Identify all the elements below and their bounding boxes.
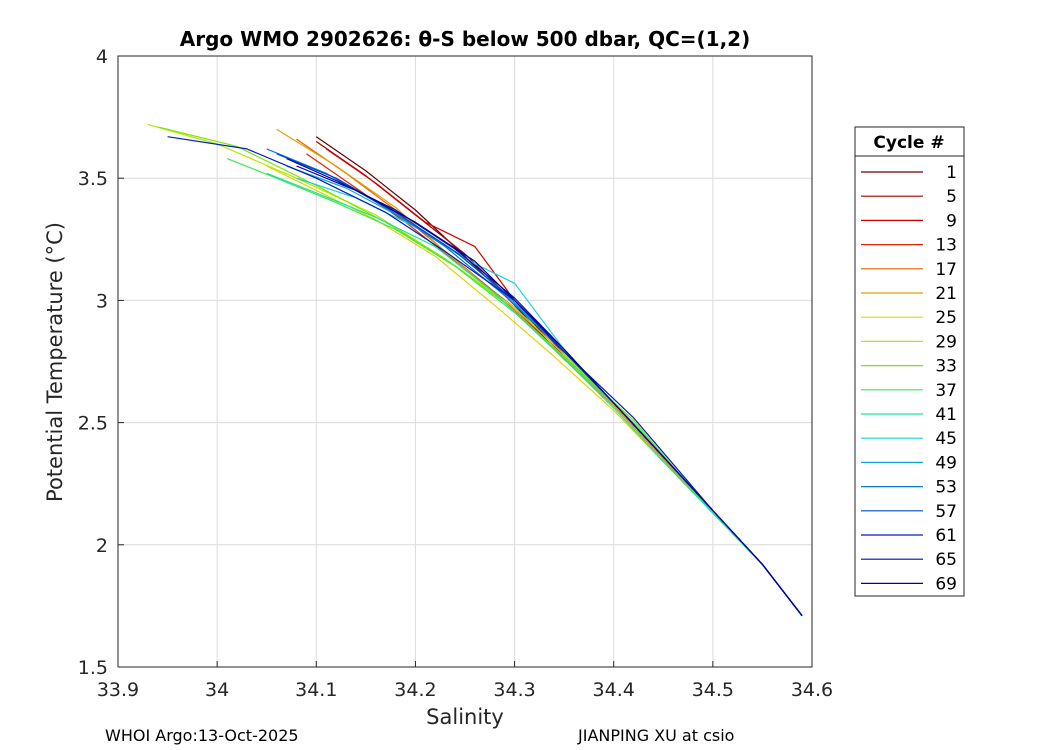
legend-label: 33	[935, 357, 957, 377]
footer-credit: JIANPING XU at csio	[578, 726, 735, 745]
x-tick-label: 34.4	[593, 679, 635, 701]
legend-label: 45	[935, 429, 957, 449]
legend-label: 53	[935, 478, 957, 498]
x-tick-label: 34	[205, 679, 229, 701]
legend-entries: 1 5 9 13 17 21 25 29 33 37 41 45 49 53 57 61 65 69	[861, 163, 957, 594]
x-tick-label: 34.1	[295, 679, 337, 701]
y-tick-label: 2	[96, 535, 108, 557]
legend-label: 49	[935, 453, 957, 473]
y-tick-label: 2.5	[78, 413, 108, 435]
legend-label: 5	[946, 187, 957, 207]
legend-label: 69	[935, 574, 957, 594]
legend-label: 17	[935, 260, 957, 280]
legend-label: 41	[935, 405, 957, 425]
series-line-69	[296, 165, 803, 617]
legend-label: 29	[935, 332, 957, 352]
x-tick-label: 33.9	[97, 679, 139, 701]
x-axis-label: Salinity	[426, 705, 504, 729]
x-tick-label: 34.2	[394, 679, 436, 701]
legend-label: 25	[935, 308, 957, 328]
plot-background	[118, 56, 812, 667]
y-tick-labels: 1.5 2 2.5 3 3.5 4	[78, 46, 108, 679]
chart-title: Argo WMO 2902626: θ-S below 500 dbar, QC…	[180, 27, 750, 51]
x-tick-label: 34.5	[692, 679, 734, 701]
legend-label: 9	[946, 211, 957, 231]
x-tick-label: 34.6	[791, 679, 833, 701]
legend-label: 21	[935, 284, 957, 304]
y-tick-label: 1.5	[78, 657, 108, 679]
legend-label: 37	[935, 381, 957, 401]
y-tick-label: 3	[96, 290, 108, 312]
legend-label: 65	[935, 550, 957, 570]
x-tick-label: 34.3	[493, 679, 535, 701]
x-tick-labels: 33.9 34 34.1 34.2 34.3 34.4 34.5 34.6	[97, 679, 833, 701]
legend-label: 1	[946, 163, 957, 183]
legend-box	[854, 126, 965, 597]
legend-label: 61	[935, 526, 957, 546]
legend-label: 13	[935, 236, 957, 256]
series-group	[147, 123, 803, 617]
plot-frame	[117, 55, 813, 668]
legend-label: 57	[935, 502, 957, 522]
legend: Cycle # 1 5 9 13 17 21 25 29 33 37 41 45 49 53 57 61 65 6…	[854, 126, 965, 597]
legend-title: Cycle #	[873, 133, 944, 153]
footer-source: WHOI Argo:13-Oct-2025	[105, 726, 299, 745]
y-tick-label: 4	[96, 46, 108, 68]
y-axis-label: Potential Temperature (°C)	[43, 222, 67, 502]
series-line-41	[266, 172, 803, 617]
y-tick-label: 3.5	[78, 168, 108, 190]
